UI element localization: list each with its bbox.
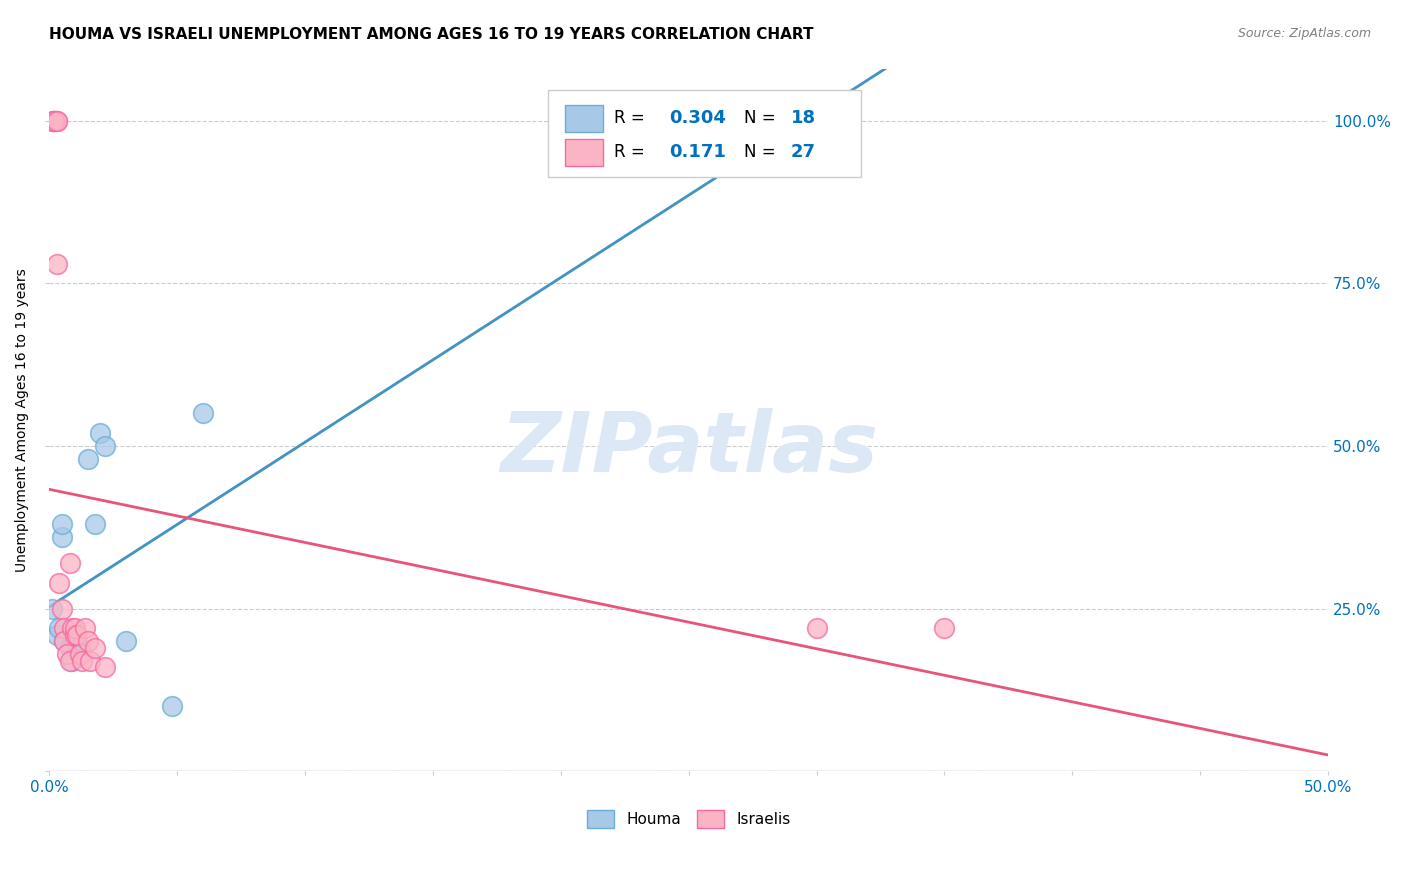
Legend: Houma, Israelis: Houma, Israelis <box>581 804 797 834</box>
Point <box>59 640 82 655</box>
Point <box>60 654 83 668</box>
Point <box>44 113 66 128</box>
Point <box>72 654 94 668</box>
Point <box>56 647 79 661</box>
Point <box>48 621 70 635</box>
Point <box>160 699 183 714</box>
Point <box>41 601 63 615</box>
Bar <box>565 105 603 132</box>
Point <box>806 621 828 635</box>
Point <box>60 621 83 635</box>
Point <box>44 113 66 128</box>
Text: N =: N = <box>744 110 780 128</box>
Point <box>191 406 214 420</box>
Point <box>66 628 89 642</box>
Point <box>45 113 67 128</box>
Point <box>45 628 67 642</box>
Point <box>48 575 70 590</box>
Point <box>53 634 76 648</box>
Point <box>53 634 76 648</box>
Point <box>51 530 73 544</box>
Point <box>89 425 111 440</box>
Text: R =: R = <box>614 143 655 161</box>
Point <box>84 640 107 655</box>
Point <box>69 640 91 655</box>
Point <box>63 634 86 648</box>
Text: ZIPatlas: ZIPatlas <box>499 408 877 489</box>
Point <box>76 634 98 648</box>
Point <box>72 647 94 661</box>
Point <box>115 634 138 648</box>
Point <box>73 621 96 635</box>
Y-axis label: Unemployment Among Ages 16 to 19 years: Unemployment Among Ages 16 to 19 years <box>15 268 30 572</box>
Point <box>94 660 117 674</box>
Text: 18: 18 <box>792 110 815 128</box>
Point <box>41 113 63 128</box>
Point <box>53 621 76 635</box>
FancyBboxPatch shape <box>548 89 862 178</box>
Point <box>59 654 82 668</box>
Point <box>45 257 67 271</box>
Point <box>69 647 91 661</box>
Point <box>76 452 98 467</box>
Text: 27: 27 <box>792 143 815 161</box>
Text: 0.171: 0.171 <box>669 143 727 161</box>
Text: 0.304: 0.304 <box>669 110 727 128</box>
Text: N =: N = <box>744 143 780 161</box>
Point <box>934 621 956 635</box>
Text: R =: R = <box>614 110 651 128</box>
Point <box>84 517 107 532</box>
Point <box>44 113 66 128</box>
Point <box>79 654 101 668</box>
Bar <box>565 139 603 166</box>
Text: Source: ZipAtlas.com: Source: ZipAtlas.com <box>1237 27 1371 40</box>
Point <box>59 556 82 570</box>
Point <box>51 601 73 615</box>
Point <box>63 628 86 642</box>
Point <box>94 439 117 453</box>
Point <box>63 621 86 635</box>
Text: HOUMA VS ISRAELI UNEMPLOYMENT AMONG AGES 16 TO 19 YEARS CORRELATION CHART: HOUMA VS ISRAELI UNEMPLOYMENT AMONG AGES… <box>49 27 814 42</box>
Point <box>45 113 67 128</box>
Point <box>51 517 73 532</box>
